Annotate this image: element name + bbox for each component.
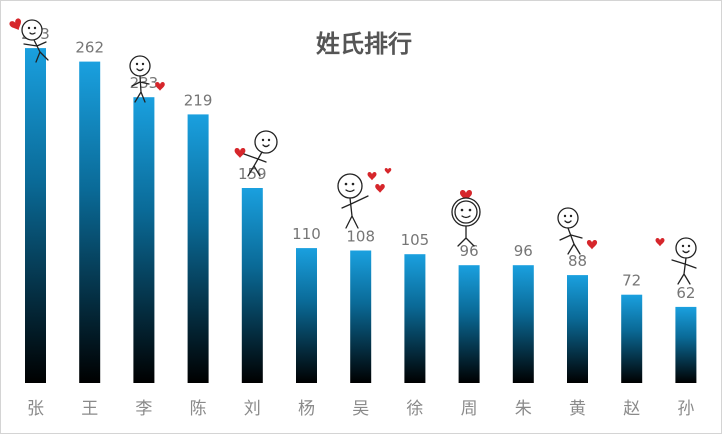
bar-value-label: 219 [184,91,213,109]
bars-layer [25,48,697,384]
bar [350,250,372,383]
stick-figure-heart-icon [337,168,392,229]
category-label: 徐 [406,399,423,419]
stick-figure-heart-icon [451,190,481,247]
bar [296,248,317,383]
stick-figure-heart-icon [234,130,278,177]
category-label: 吴 [352,399,369,419]
category-label: 刘 [244,399,261,419]
bar-value-label: 108 [346,228,375,246]
bar-value-label: 159 [238,165,267,183]
category-label: 杨 [298,399,315,419]
bar [567,275,588,383]
value-labels-layer: 2732622332191591101081059696887262 [21,25,695,302]
bar-value-label: 88 [568,252,587,270]
bar [621,294,643,383]
bar-value-label: 72 [622,272,641,290]
stick-figure-heart-icon [8,17,49,63]
stick-figure-heart-icon [129,55,165,103]
category-label: 陈 [190,399,207,419]
bar [404,254,426,383]
bar [675,306,697,383]
bar-value-label: 62 [676,284,695,302]
bar [79,61,101,383]
category-label: 孙 [677,399,694,419]
stick-figure-heart-icon [655,237,697,285]
category-label: 王 [81,399,98,419]
category-label: 黄 [569,399,586,419]
bar-value-label: 110 [292,225,321,243]
category-label: 周 [461,399,478,419]
bar-value-label: 96 [514,242,533,260]
category-label: 李 [135,399,152,419]
bar [458,265,480,383]
bar-value-label: 105 [401,231,430,249]
category-label: 朱 [515,399,532,419]
bar [133,97,155,383]
category-labels-layer: 张王李陈刘杨吴徐周朱黄赵孙 [27,399,694,419]
bar-value-label: 96 [460,242,479,260]
bar [512,265,534,383]
bar [241,188,263,383]
category-label: 赵 [623,399,640,419]
category-label: 张 [27,399,44,419]
chart-title: 姓氏排行 [316,30,412,58]
bar [187,114,209,384]
bar [25,48,46,383]
stick-figure-heart-icon [557,207,598,255]
bar-value-label: 262 [75,39,104,57]
